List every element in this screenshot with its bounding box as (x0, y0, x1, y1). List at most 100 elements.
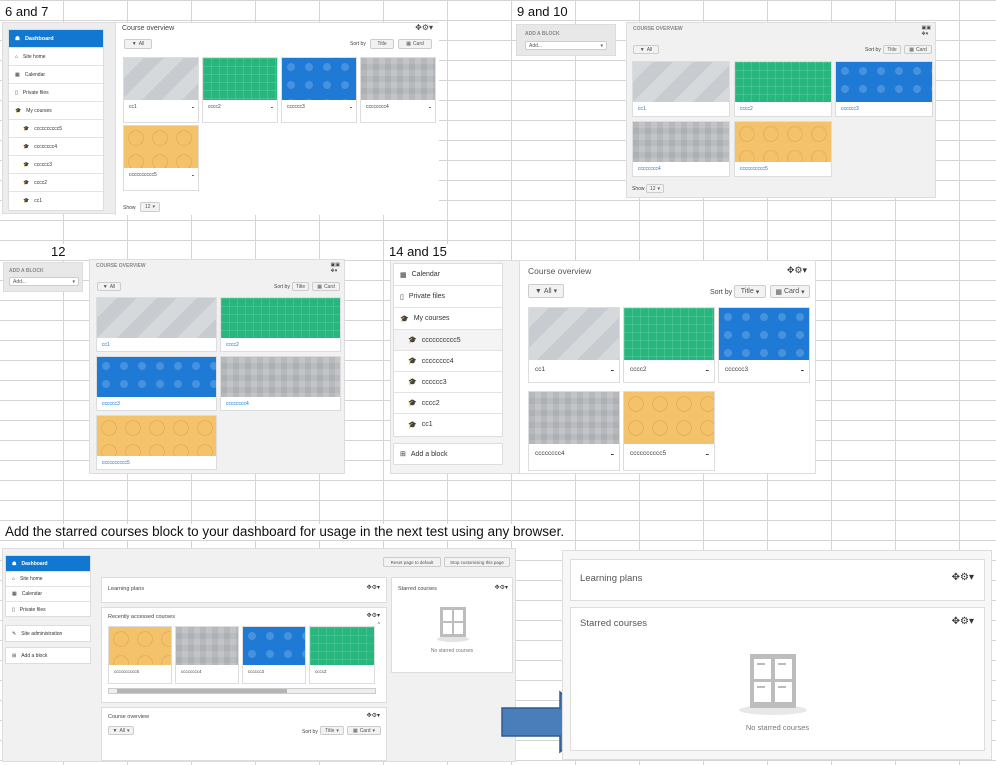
course-card[interactable]: cccccccc4... (528, 391, 620, 471)
course-card[interactable]: cccccccccc5 (96, 415, 217, 470)
nav-course-item[interactable]: 🎓 cccccccc4 (9, 138, 103, 156)
course-link[interactable]: cccccccc4 (638, 166, 661, 172)
sort-title-button[interactable]: Title ▾ (320, 726, 344, 735)
nav-site-home[interactable]: ⌂ Site home (9, 48, 103, 66)
more-options-icon[interactable]: ... (705, 366, 710, 373)
stop-customising-button[interactable]: Stop customising this page (444, 557, 510, 567)
nav-course-item[interactable]: 🎓 cccc2 (9, 174, 103, 192)
course-card[interactable]: cccccccc4 (220, 356, 341, 411)
block-actions-icon[interactable]: ▣▣ ✥▾ (921, 25, 931, 37)
chevron-up-icon[interactable]: ^ (377, 622, 380, 628)
course-card[interactable]: cccc2 (220, 297, 341, 352)
nav-dashboard[interactable]: ☗ Dashboard (9, 30, 103, 48)
course-card[interactable]: cc1... (528, 307, 620, 383)
nav-dashboard[interactable]: ☗ Dashboard (6, 556, 90, 572)
add-block-link[interactable]: ⊞ Add a block (5, 647, 91, 664)
course-link[interactable]: cccccc3 (841, 106, 859, 112)
course-card[interactable]: cc1 (632, 61, 730, 117)
nav-course-item[interactable]: 🎓 cccccc3 (394, 372, 502, 393)
course-card[interactable]: cccccc3... (281, 57, 357, 123)
more-options-icon[interactable]: ... (428, 104, 431, 110)
course-link[interactable]: cccccccccc5 (102, 460, 130, 466)
nav-private-files[interactable]: ▯ Private files (6, 602, 90, 617)
course-card[interactable]: cccccccccc5... (123, 125, 199, 191)
course-link[interactable]: cccc2 (740, 106, 753, 112)
course-card[interactable]: cccc2... (202, 57, 278, 123)
filter-all-button[interactable]: ▼ All (124, 39, 152, 49)
course-card[interactable]: cccc2 (734, 61, 832, 117)
block-actions-icon[interactable]: ✥⚙▾ (366, 613, 380, 619)
scrollbar-thumb[interactable] (117, 689, 287, 693)
show-count-select[interactable]: 12 ▾ (646, 184, 664, 193)
block-actions-icon[interactable]: ✥⚙▾ (415, 23, 433, 32)
reset-page-button[interactable]: Reset page to default (383, 557, 441, 567)
nav-calendar[interactable]: ▦ Calendar (9, 66, 103, 84)
nav-course-item[interactable]: 🎓 cccccc3 (9, 156, 103, 174)
horizontal-scrollbar[interactable] (108, 688, 376, 694)
course-card[interactable]: cccccc3 (96, 356, 217, 411)
nav-course-item[interactable]: 🎓 cc1 (394, 414, 502, 435)
course-card[interactable]: cccccc3 (835, 61, 933, 117)
nav-my-courses[interactable]: 🎓 My courses (9, 102, 103, 120)
block-actions-icon[interactable]: ✥⚙▾ (951, 616, 974, 627)
nav-calendar[interactable]: ▦ Calendar (394, 264, 502, 286)
course-link[interactable]: cccccccc4 (226, 401, 249, 407)
sort-title-button[interactable]: Title (370, 39, 394, 49)
add-block-select[interactable]: Add... ▾ (9, 277, 79, 286)
course-card[interactable]: cc1 (96, 297, 217, 352)
course-card[interactable]: cccccccc4 (632, 121, 730, 177)
course-card[interactable]: cc1... (123, 57, 199, 123)
nav-site-admin[interactable]: ✎ Site administration (5, 625, 91, 642)
view-card-button[interactable]: ▦ Card (312, 282, 340, 291)
block-actions-icon[interactable]: ▣▣ ✥▾ (330, 262, 340, 274)
view-card-button[interactable]: ▦ Card ▾ (347, 726, 381, 735)
block-actions-icon[interactable]: ✥⚙▾ (494, 585, 508, 591)
nav-private-files[interactable]: ▯ Private files (9, 84, 103, 102)
block-actions-icon[interactable]: ✥⚙▾ (951, 572, 974, 583)
course-card[interactable]: cccccccc4 (175, 626, 239, 684)
nav-course-item[interactable]: 🎓 cccc2 (394, 393, 502, 414)
more-options-icon[interactable]: ... (800, 366, 805, 373)
more-options-icon[interactable]: ... (610, 450, 615, 457)
course-card[interactable]: cccccc3... (718, 307, 810, 383)
nav-course-item[interactable]: 🎓 cccccccccc5 (394, 330, 502, 351)
filter-all-button[interactable]: ▼ All (633, 45, 659, 54)
filter-all-button[interactable]: ▼ All ▾ (108, 726, 134, 735)
block-actions-icon[interactable]: ✥⚙▾ (366, 713, 380, 719)
more-options-icon[interactable]: ... (705, 450, 710, 457)
nav-my-courses[interactable]: 🎓 My courses (394, 308, 502, 330)
course-link[interactable]: cc1 (638, 106, 646, 112)
show-count-select[interactable]: 12 ▾ (140, 202, 160, 212)
add-block-select[interactable]: Add... ▾ (525, 41, 607, 50)
course-card[interactable]: cccccccccc5 (108, 626, 172, 684)
nav-course-item[interactable]: 🎓 cccccccccc5 (9, 120, 103, 138)
view-card-button[interactable]: ▦ Card ▾ (770, 285, 810, 298)
more-options-icon[interactable]: ... (191, 104, 194, 110)
sort-title-button[interactable]: Title ▾ (734, 285, 766, 298)
view-card-button[interactable]: ▦ Card (398, 39, 432, 49)
nav-site-home[interactable]: ⌂ Site home (6, 572, 90, 587)
nav-private-files[interactable]: ▯ Private files (394, 286, 502, 308)
sort-title-button[interactable]: Title (883, 45, 901, 54)
course-link[interactable]: cc1 (102, 342, 110, 348)
add-block-link[interactable]: ⊞ Add a block (393, 443, 503, 465)
more-options-icon[interactable]: ... (191, 172, 194, 178)
block-actions-icon[interactable]: ✥⚙▾ (786, 265, 807, 275)
course-link[interactable]: cccccc3 (102, 401, 120, 407)
filter-all-button[interactable]: ▼ All ▾ (528, 284, 564, 298)
course-card[interactable]: cccccc3 (242, 626, 306, 684)
block-actions-icon[interactable]: ✥⚙▾ (366, 585, 380, 591)
course-card[interactable]: cccc2 (309, 626, 375, 684)
course-card[interactable]: cccccccccc5... (623, 391, 715, 471)
filter-all-button[interactable]: ▼ All (97, 282, 121, 291)
course-card[interactable]: cccc2... (623, 307, 715, 383)
nav-calendar[interactable]: ▦ Calendar (6, 587, 90, 602)
more-options-icon[interactable]: ... (349, 104, 352, 110)
course-link[interactable]: cccccccccc5 (740, 166, 768, 172)
more-options-icon[interactable]: ... (610, 366, 615, 373)
sort-title-button[interactable]: Title (292, 282, 309, 291)
course-card[interactable]: cccccccc4... (360, 57, 436, 123)
view-card-button[interactable]: ▦ Card (904, 45, 932, 54)
course-link[interactable]: cccc2 (226, 342, 239, 348)
course-card[interactable]: cccccccccc5 (734, 121, 832, 177)
